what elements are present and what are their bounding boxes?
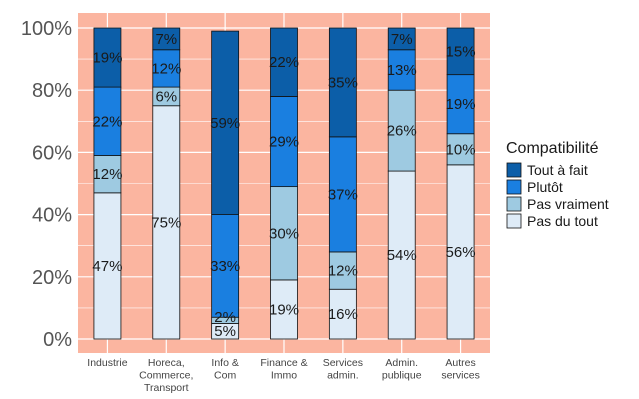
x-tick-label: Admin.: [385, 357, 418, 369]
x-tick-label: Commerce,: [139, 370, 193, 382]
data-label: 10%: [446, 141, 476, 158]
x-tick-label: Industrie: [87, 357, 127, 369]
legend-label: Plutôt: [527, 179, 563, 195]
x-tick-label: Transport: [144, 382, 189, 394]
bar-segment: [387, 170, 416, 340]
data-label: 19%: [446, 96, 476, 113]
x-tick-label: Immo: [271, 370, 297, 382]
bar-segment: [211, 30, 240, 216]
data-label: 7%: [155, 31, 177, 48]
bar-segment: [387, 27, 416, 51]
data-label: 19%: [269, 301, 299, 318]
bar-segment: [387, 89, 416, 172]
data-label: 12%: [151, 60, 181, 77]
bar-segment: [446, 164, 475, 340]
data-label: 30%: [269, 225, 299, 242]
segment-labels: 47% 12% 22% 19% 75% 6% 12% 7% 5%2% 33% 59% 19% 30% 29…: [92, 31, 475, 340]
bar-segment: [446, 74, 475, 135]
bar-segment: [270, 27, 298, 97]
data-label: 19%: [92, 50, 122, 67]
data-label: 15%: [446, 43, 476, 60]
data-label: 37%: [328, 186, 358, 203]
data-label: 2%: [214, 309, 236, 326]
data-label: 7%: [391, 31, 413, 48]
bar-segment: [152, 27, 181, 51]
x-axis-labels: Industrie Horeca,Commerce,Transport Info &…: [87, 357, 480, 394]
data-label: 22%: [92, 113, 122, 130]
bars: [93, 27, 475, 340]
bar-segment: [270, 96, 298, 188]
x-tick-label: Com: [214, 370, 236, 382]
bar-segment: [93, 155, 122, 194]
data-label: 26%: [387, 123, 417, 140]
legend-swatch: [506, 162, 522, 178]
y-axis-ticks: 0% 20% 40% 60% 80% 100%: [21, 18, 72, 351]
data-label: 22%: [269, 54, 299, 71]
bar-segment: [328, 27, 357, 138]
data-label: 54%: [387, 247, 417, 264]
bar-segment: [93, 192, 122, 340]
x-tick-label: Finance &: [260, 357, 307, 369]
data-label: 6%: [155, 88, 177, 105]
data-label: 12%: [328, 263, 358, 280]
data-label: 59%: [210, 115, 240, 132]
data-label: 33%: [210, 258, 240, 275]
y-tick-label: 40%: [32, 205, 72, 227]
legend-title: Compatibilité: [506, 140, 599, 157]
x-tick-label: publique: [382, 370, 422, 382]
data-label: 16%: [328, 306, 358, 323]
data-label: 75%: [151, 214, 181, 231]
data-label: 56%: [446, 244, 476, 261]
legend-label: Pas du tout: [527, 213, 598, 229]
bar-segment: [211, 214, 240, 318]
x-tick-label: Info &: [211, 357, 238, 369]
legend-swatch: [506, 179, 522, 195]
bar-segment: [328, 136, 357, 253]
bar-segment: [446, 27, 475, 76]
y-tick-label: 0%: [43, 329, 72, 351]
y-tick-label: 100%: [21, 18, 72, 40]
y-tick-label: 60%: [32, 142, 72, 164]
x-tick-label: admin.: [327, 370, 359, 382]
data-label: 5%: [214, 323, 236, 340]
x-tick-label: Horeca,: [148, 357, 185, 369]
legend-swatch: [506, 196, 522, 212]
y-tick-label: 80%: [32, 80, 72, 102]
x-tick-label: Autres: [445, 357, 475, 369]
bar-segment: [93, 27, 122, 88]
bar-segment: [152, 105, 181, 340]
data-label: 47%: [92, 258, 122, 275]
x-tick-label: services: [441, 370, 480, 382]
data-label: 35%: [328, 74, 358, 91]
data-label: 12%: [92, 166, 122, 183]
legend-label: Tout à fait: [527, 162, 588, 178]
legend-swatch: [506, 213, 522, 229]
data-label: 13%: [387, 62, 417, 79]
bar-segment: [446, 133, 475, 166]
x-tick-label: Services: [323, 357, 363, 369]
y-tick-label: 20%: [32, 267, 72, 289]
data-label: 29%: [269, 134, 299, 151]
legend-label: Pas vraiment: [527, 196, 609, 212]
